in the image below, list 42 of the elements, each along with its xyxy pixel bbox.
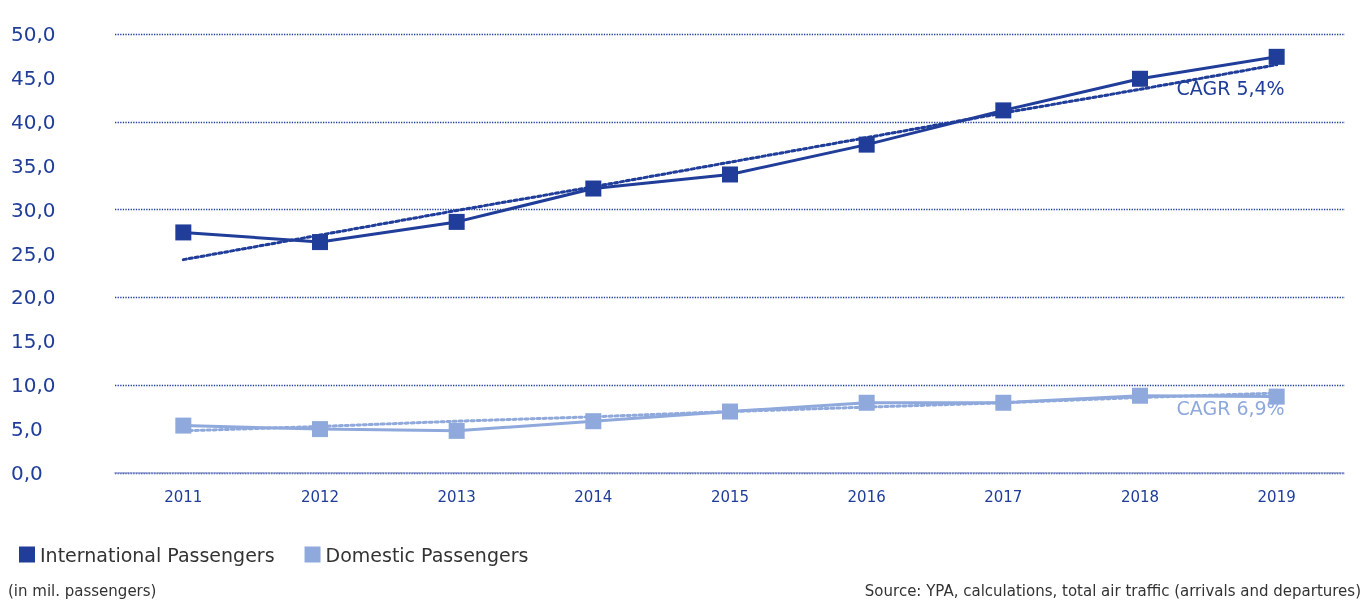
point xyxy=(585,180,602,197)
point xyxy=(585,413,602,430)
point xyxy=(858,136,875,153)
x-tick-label: 2011 xyxy=(164,487,203,506)
point xyxy=(448,422,465,439)
x-tick-label: 2013 xyxy=(437,487,476,506)
point xyxy=(722,166,738,183)
point xyxy=(312,421,328,438)
legend-label: International Passengers xyxy=(40,543,275,566)
point xyxy=(448,213,465,230)
point xyxy=(858,394,875,411)
point xyxy=(995,394,1012,411)
y-tick-label: 45,0 xyxy=(11,65,56,90)
y-tick-label: 30,0 xyxy=(11,197,56,222)
series-label: CAGR 5,4% xyxy=(1176,77,1285,100)
point xyxy=(1268,48,1285,65)
x-tick-label: 2015 xyxy=(710,487,750,506)
point xyxy=(1132,70,1148,87)
point xyxy=(175,417,192,434)
point xyxy=(1132,387,1148,404)
y-tick-label: 15,0 xyxy=(11,329,56,354)
source-note: Source: YPA, calculations, total air traffic (arrivals and departures) xyxy=(864,581,1362,600)
point xyxy=(722,403,738,420)
y-tick-label: 0,0 xyxy=(11,461,43,485)
x-tick-label: 2012 xyxy=(300,487,340,506)
legend-label: Domestic Passengers xyxy=(325,543,529,566)
y-tick-label: 5,0 xyxy=(11,417,43,442)
x-tick-label: 2019 xyxy=(1257,487,1296,506)
y-tick-label: 20,0 xyxy=(11,285,56,310)
y-tick-label: 10,0 xyxy=(11,373,56,398)
y-tick-label: 50,0 xyxy=(11,22,56,46)
x-tick-label: 2014 xyxy=(574,487,613,506)
x-tick-label: 2018 xyxy=(1120,487,1160,506)
x-tick-label: 2017 xyxy=(984,487,1023,506)
text: (in mil. passengers) xyxy=(8,581,157,600)
y-tick-label: 25,0 xyxy=(11,241,56,266)
point xyxy=(175,224,192,241)
y-tick-label: 40,0 xyxy=(11,109,56,134)
point xyxy=(995,102,1012,119)
y-tick-label: 35,0 xyxy=(11,153,56,178)
x-tick-label: 2016 xyxy=(847,487,886,506)
point xyxy=(312,234,328,251)
